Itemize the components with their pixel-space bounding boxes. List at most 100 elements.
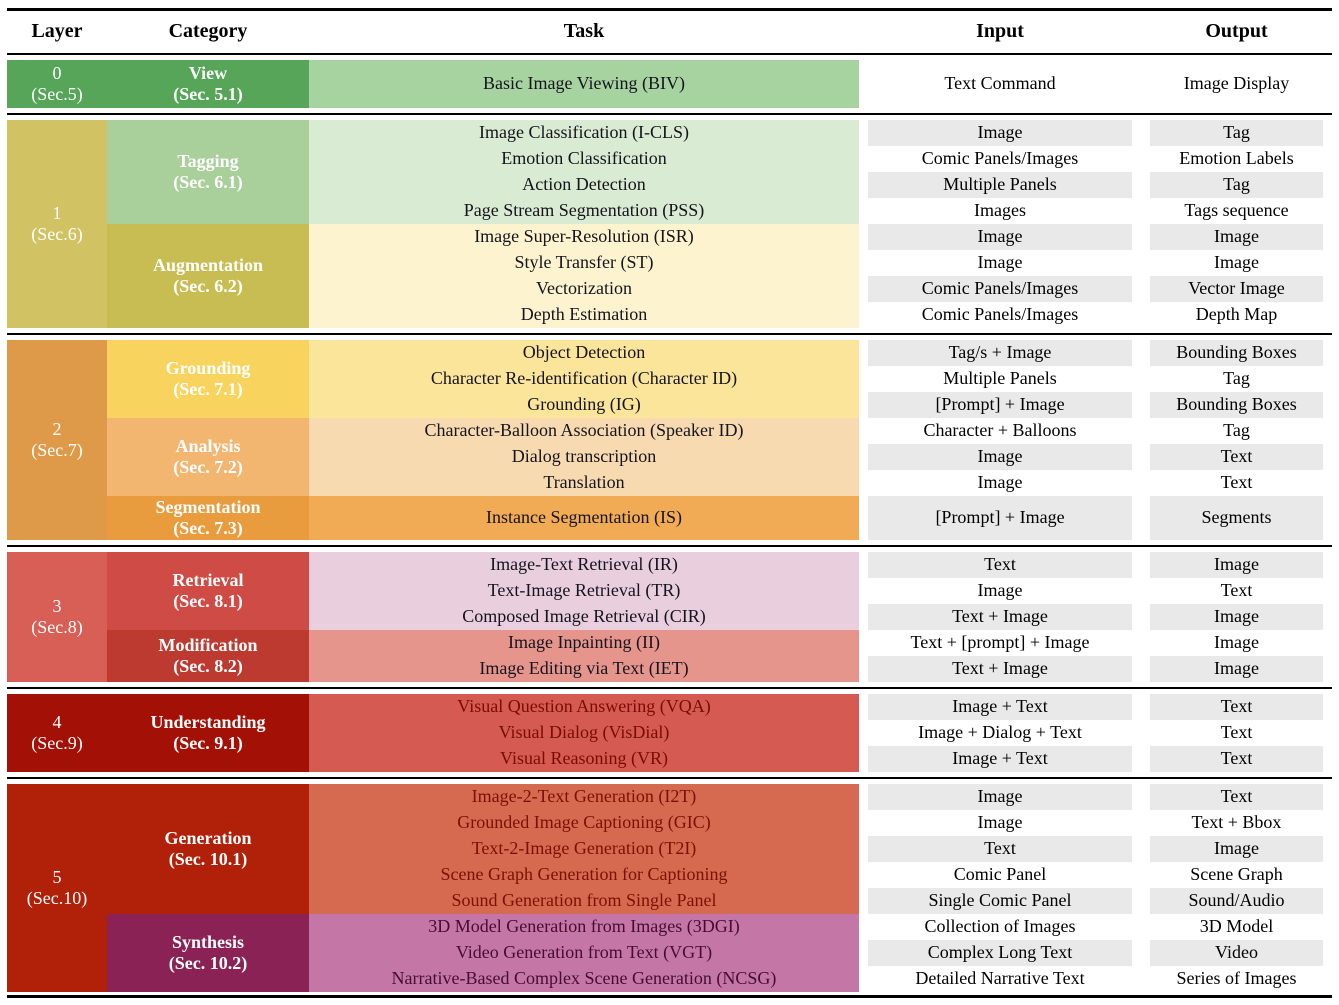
header-rule <box>7 53 1332 55</box>
task-input-cell: Character + Balloons <box>859 418 1141 444</box>
output-stripe: Text <box>1150 720 1323 746</box>
task-output-cell: Image <box>1141 656 1332 682</box>
output-stripe: Emotion Labels <box>1150 146 1323 172</box>
task-output-cell: Image <box>1141 224 1332 250</box>
task-output-cell: Text <box>1141 578 1332 604</box>
output-stripe: Image <box>1150 250 1323 276</box>
table-body: 0 (Sec.5) View (Sec. 5.1) Basic Image Viewin… <box>7 60 1332 992</box>
input-stripe: Image <box>868 224 1132 250</box>
task-cell: Text-Image Retrieval (TR) <box>309 578 859 604</box>
input-stripe: Detailed Narrative Text <box>868 966 1132 992</box>
task-input-cell: Comic Panels/Images <box>859 276 1141 302</box>
input-stripe: Image <box>868 250 1132 276</box>
input-stripe: Text <box>868 836 1132 862</box>
input-stripe: Image + Dialog + Text <box>868 720 1132 746</box>
task-input-cell: Image <box>859 250 1141 276</box>
output-stripe: Text <box>1150 578 1323 604</box>
layer-number: 3 <box>52 595 62 616</box>
category-section: (Sec. 5.1) <box>173 84 243 104</box>
layer-cell: 3 (Sec.8) <box>7 552 107 682</box>
category-label: Analysis <box>175 435 241 456</box>
output-stripe: Bounding Boxes <box>1150 392 1323 418</box>
task-output-cell: Text <box>1141 746 1332 772</box>
input-stripe: Images <box>868 198 1132 224</box>
category-section: (Sec. 9.1) <box>173 733 243 753</box>
task-input-cell: Image + Text <box>859 694 1141 720</box>
task-output-cell: Video <box>1141 940 1332 966</box>
output-stripe: Image <box>1150 630 1323 656</box>
task-cell: Image Editing via Text (IET) <box>309 656 859 682</box>
block-separator-rule <box>7 687 1332 689</box>
task-output-cell: Image <box>1141 250 1332 276</box>
task-output-cell: Text <box>1141 720 1332 746</box>
input-stripe: Text Command <box>868 60 1132 108</box>
table-header: Layer Category Task Input Output <box>7 14 1332 48</box>
task-cell: Action Detection <box>309 172 859 198</box>
input-stripe: Text <box>868 552 1132 578</box>
task-input-cell: Text <box>859 836 1141 862</box>
task-input-cell: Image <box>859 578 1141 604</box>
task-input-cell: Text Command <box>859 60 1141 108</box>
task-output-cell: Text <box>1141 694 1332 720</box>
task-output-cell: Image <box>1141 552 1332 578</box>
task-cell: Visual Reasoning (VR) <box>309 746 859 772</box>
task-input-cell: Image <box>859 470 1141 496</box>
category-cell: Tagging (Sec. 6.1) <box>107 120 309 224</box>
layer-section: (Sec.10) <box>26 888 88 908</box>
category-section: (Sec. 10.2) <box>168 953 248 973</box>
task-output-cell: Image <box>1141 604 1332 630</box>
column-header-task: Task <box>563 20 605 42</box>
input-stripe: Single Comic Panel <box>868 888 1132 914</box>
task-cell: Narrative-Based Complex Scene Generation… <box>309 966 859 992</box>
category-cell: Generation (Sec. 10.1) <box>107 784 309 914</box>
category-label: View <box>188 62 228 83</box>
input-stripe: Comic Panel <box>868 862 1132 888</box>
task-output-cell: Scene Graph <box>1141 862 1332 888</box>
task-output-cell: Bounding Boxes <box>1141 340 1332 366</box>
task-output-cell: Text <box>1141 784 1332 810</box>
block-separator-rule <box>7 777 1332 779</box>
category-section: (Sec. 7.2) <box>173 457 243 477</box>
output-stripe: Tag <box>1150 366 1323 392</box>
category-cell: View (Sec. 5.1) <box>107 60 309 108</box>
category-cell: Grounding (Sec. 7.1) <box>107 340 309 418</box>
input-stripe: Complex Long Text <box>868 940 1132 966</box>
category-label: Augmentation <box>152 254 263 275</box>
category-label: Generation <box>164 827 252 848</box>
output-stripe: Tag <box>1150 418 1323 444</box>
input-stripe: Image <box>868 784 1132 810</box>
task-output-cell: Image <box>1141 630 1332 656</box>
task-output-cell: Tag <box>1141 172 1332 198</box>
task-cell: Visual Dialog (VisDial) <box>309 720 859 746</box>
task-input-cell: Images <box>859 198 1141 224</box>
column-header-category: Category <box>168 20 248 42</box>
category-label: Tagging <box>177 150 239 171</box>
task-cell: 3D Model Generation from Images (3DGI) <box>309 914 859 940</box>
category-cell: Modification (Sec. 8.2) <box>107 630 309 682</box>
task-input-cell: Complex Long Text <box>859 940 1141 966</box>
output-stripe: Image <box>1150 656 1323 682</box>
task-cell: Video Generation from Text (VGT) <box>309 940 859 966</box>
layer-number: 5 <box>52 866 62 887</box>
output-stripe: Image <box>1150 552 1323 578</box>
layer-section: (Sec.9) <box>31 733 83 753</box>
column-header-input: Input <box>976 20 1024 42</box>
task-output-cell: Tag <box>1141 120 1332 146</box>
task-input-cell: Tag/s + Image <box>859 340 1141 366</box>
output-stripe: Tag <box>1150 172 1323 198</box>
task-cell: Image Super-Resolution (ISR) <box>309 224 859 250</box>
category-cell: Segmentation (Sec. 7.3) <box>107 496 309 540</box>
output-stripe: Text <box>1150 694 1323 720</box>
output-stripe: Segments <box>1150 496 1323 540</box>
input-stripe: Image <box>868 810 1132 836</box>
task-output-cell: Image Display <box>1141 60 1332 108</box>
task-input-cell: Text + Image <box>859 604 1141 630</box>
task-cell: Image Classification (I-CLS) <box>309 120 859 146</box>
output-stripe: Image <box>1150 604 1323 630</box>
task-cell: Emotion Classification <box>309 146 859 172</box>
task-cell: Visual Question Answering (VQA) <box>309 694 859 720</box>
input-stripe: Multiple Panels <box>868 366 1132 392</box>
block-separator-rule <box>7 333 1332 335</box>
task-cell: Depth Estimation <box>309 302 859 328</box>
input-stripe: Comic Panels/Images <box>868 302 1132 328</box>
